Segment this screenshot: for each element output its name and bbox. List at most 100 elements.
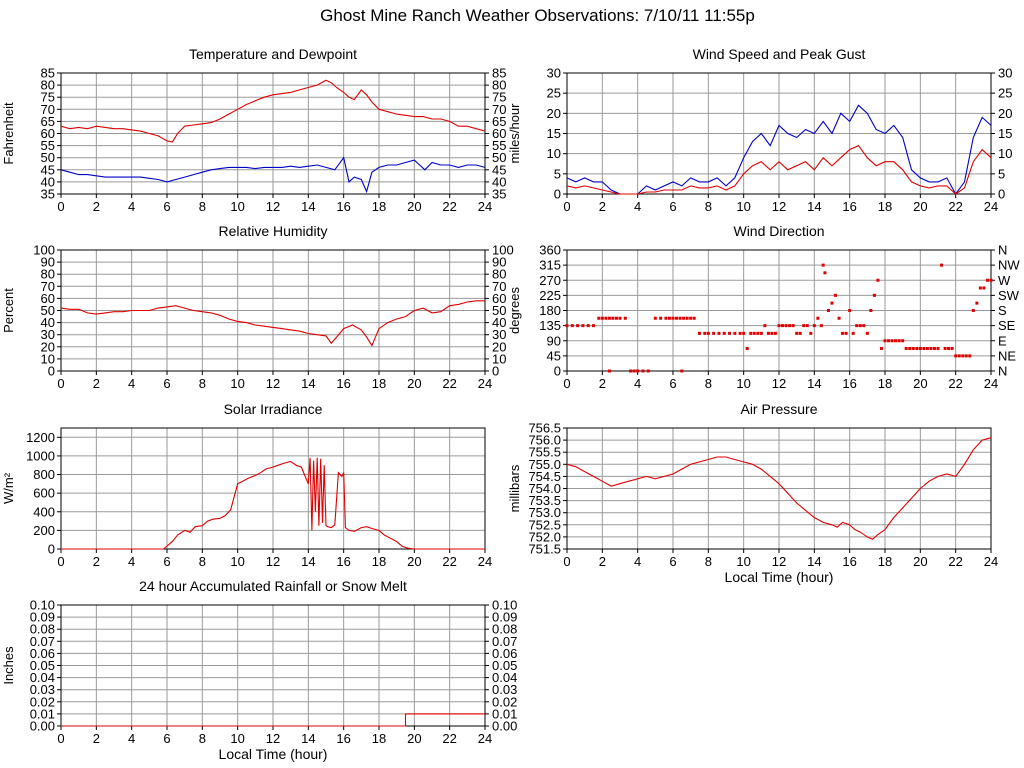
data-point	[876, 278, 880, 282]
y-tick-label: 225	[539, 288, 561, 303]
data-point	[851, 331, 855, 335]
data-point	[904, 346, 908, 350]
right-tick-label: 30	[998, 66, 1012, 81]
data-point	[947, 346, 951, 350]
y-tick-label: 0.03	[30, 682, 55, 697]
x-tick-label: 16	[842, 376, 856, 391]
data-point	[798, 331, 802, 335]
y-tick-label: 90	[547, 333, 561, 348]
data-point	[925, 346, 929, 350]
x-tick-label: 0	[57, 554, 64, 569]
data-point	[728, 331, 732, 335]
data-point	[890, 339, 894, 343]
series-line-0	[60, 300, 485, 347]
y-tick-label: 360	[539, 243, 561, 258]
x-tick-label: 24	[478, 199, 492, 214]
x-tick-label: 6	[163, 554, 170, 569]
data-point	[802, 324, 806, 328]
right-tick-label: 85	[492, 66, 506, 81]
right-tick-label: 50	[492, 150, 506, 165]
data-point	[841, 331, 845, 335]
x-tick-label: 22	[442, 554, 456, 569]
y-tick-label: 70	[41, 279, 55, 294]
y-tick-label: 751.5	[528, 542, 561, 557]
data-point	[667, 316, 671, 320]
x-tick-label: 12	[772, 199, 786, 214]
y-tick-label: 70	[41, 102, 55, 117]
y-tick-label: 600	[33, 486, 55, 501]
y-tick-label: 35	[41, 187, 55, 202]
data-point	[678, 316, 682, 320]
x-tick-label: 2	[93, 199, 100, 214]
data-point	[918, 346, 922, 350]
right-tick-label: 0.02	[492, 694, 517, 709]
data-point	[940, 263, 944, 267]
x-tick-label: 6	[669, 376, 676, 391]
data-point	[703, 331, 707, 335]
data-point	[586, 324, 590, 328]
right-tick-label: 0	[492, 364, 499, 379]
y-tick-label: 756.5	[528, 421, 561, 436]
data-point	[659, 316, 663, 320]
y-tick-label: 25	[547, 86, 561, 101]
right-tick-label: 70	[492, 102, 506, 117]
x-tick-label: 14	[301, 376, 315, 391]
data-point	[844, 331, 848, 335]
x-tick-label: 10	[736, 376, 750, 391]
data-point	[872, 293, 876, 297]
chart-title: Solar Irradiance	[224, 401, 323, 417]
y-tick-label: 90	[41, 255, 55, 270]
x-tick-label: 18	[372, 199, 386, 214]
data-point	[901, 339, 905, 343]
x-axis-label: Local Time (hour)	[219, 746, 328, 762]
x-tick-label: 0	[57, 731, 64, 746]
x-tick-label: 24	[984, 376, 998, 391]
y-tick-label: 10	[41, 351, 55, 366]
data-point	[607, 369, 611, 373]
data-point	[943, 346, 947, 350]
data-point	[894, 339, 898, 343]
data-point	[738, 331, 742, 335]
data-point	[848, 309, 852, 312]
data-point	[858, 324, 862, 328]
x-tick-label: 10	[230, 731, 244, 746]
y-tick-label: 75	[41, 90, 55, 105]
y-tick-label: 65	[41, 114, 55, 129]
right-tick-label: 0.00	[492, 719, 517, 734]
right-tick-label: NE	[998, 348, 1016, 363]
x-tick-label: 0	[563, 199, 570, 214]
right-tick-label: E	[998, 333, 1007, 348]
x-tick-label: 8	[705, 199, 712, 214]
y-tick-label: 754.0	[528, 481, 561, 496]
right-tick-label: 65	[492, 114, 506, 129]
data-point	[671, 316, 675, 320]
y-tick-label: 753.0	[528, 505, 561, 520]
y-tick-label: 40	[41, 174, 55, 189]
y-tick-label: 0.04	[30, 670, 55, 685]
data-point	[614, 316, 618, 320]
data-point	[565, 324, 569, 328]
y-tick-label: 80	[41, 78, 55, 93]
data-point	[887, 339, 891, 343]
data-point	[989, 278, 993, 282]
series-line-0	[61, 457, 485, 550]
data-point	[865, 331, 869, 335]
data-point	[830, 301, 834, 305]
y-tick-label: 0.08	[30, 622, 55, 637]
data-point	[957, 354, 961, 358]
x-tick-label: 18	[878, 554, 892, 569]
x-tick-label: 8	[705, 554, 712, 569]
y-axis-label: Percent	[1, 288, 16, 333]
series-line-1	[60, 156, 486, 194]
y-tick-label: 200	[33, 523, 55, 538]
x-tick-label: 14	[301, 199, 315, 214]
chart-title: Relative Humidity	[219, 223, 328, 239]
data-point	[742, 331, 746, 335]
data-point	[932, 346, 936, 350]
x-tick-label: 20	[407, 376, 421, 391]
y-tick-label: 60	[41, 291, 55, 306]
x-tick-label: 24	[478, 731, 492, 746]
